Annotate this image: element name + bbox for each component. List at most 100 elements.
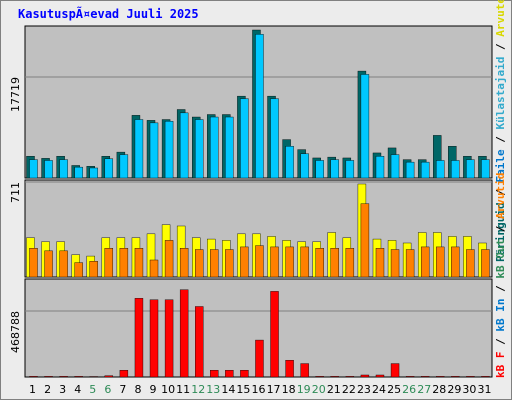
bar-top-b [420, 161, 430, 179]
bar-bottom-b [451, 376, 460, 378]
x-tick-label: 4 [74, 383, 81, 396]
bar-top-b [481, 159, 490, 179]
bar-middle-b [285, 246, 294, 278]
bar-bottom-b [481, 376, 490, 378]
x-tick-label: 2 [44, 383, 51, 396]
bar-top-b [210, 116, 219, 179]
bar-middle-b [255, 245, 264, 278]
bar-top-b [74, 166, 83, 179]
x-tick-label: 3 [59, 383, 66, 396]
bar-bottom-b [104, 375, 114, 378]
bar-top-b [134, 119, 144, 179]
bar-middle-b [225, 249, 234, 278]
bar-bottom-b [390, 363, 400, 378]
bar-bottom-b [315, 376, 324, 378]
bar-top-b [44, 160, 53, 179]
bar-top-b [240, 98, 249, 179]
x-tick-label: 28 [432, 383, 446, 396]
x-tick-label: 21 [327, 383, 341, 396]
x-tick-label: 11 [176, 383, 190, 396]
bar-middle-b [119, 248, 129, 278]
y-tick-label-middle: 711 [9, 182, 22, 203]
bar-bottom-b [420, 376, 430, 378]
x-tick-label: 14 [221, 383, 235, 396]
bar-top-b [179, 112, 189, 179]
x-tick-label: 16 [252, 383, 266, 396]
bar-middle-b [210, 249, 219, 278]
bar-middle-b [164, 240, 174, 278]
bar-middle-b [89, 261, 98, 278]
x-tick-label: 10 [161, 383, 175, 396]
bar-top-b [225, 116, 234, 179]
x-tick-label: 30 [462, 383, 476, 396]
bar-top-b [59, 159, 68, 179]
x-tick-label: 1 [29, 383, 36, 396]
bar-middle-b [315, 248, 324, 278]
bar-bottom-b [345, 376, 355, 378]
bar-top-b [164, 121, 174, 179]
x-tick-label: 31 [477, 383, 491, 396]
bar-top-b [330, 159, 339, 179]
bar-middle-b [375, 248, 385, 278]
bar-bottom-b [195, 306, 204, 378]
bar-middle-b [451, 246, 460, 278]
bar-middle-b [466, 249, 475, 278]
bar-middle-b [270, 246, 279, 278]
x-tick-label: 20 [312, 383, 326, 396]
y-tick-label-bottom: 468788 [9, 311, 22, 353]
bar-bottom-b [74, 376, 83, 378]
bar-bottom-b [405, 376, 415, 378]
x-tick-label: 5 [89, 383, 96, 396]
x-tick-label: 8 [134, 383, 141, 396]
bar-middle-b [345, 248, 355, 278]
bar-top-b [375, 156, 385, 179]
bar-bottom-b [285, 360, 294, 378]
x-tick-label: 7 [119, 383, 126, 396]
bar-bottom-b [436, 376, 445, 378]
bar-top-b [360, 74, 370, 179]
x-tick-label: 22 [342, 383, 356, 396]
bar-bottom-b [134, 298, 144, 378]
x-tick-label: 6 [104, 383, 111, 396]
bar-top-b [466, 159, 475, 179]
x-tick-label: 19 [297, 383, 311, 396]
bar-top-b [285, 146, 294, 179]
bar-top-b [255, 34, 264, 179]
bar-bottom-b [375, 374, 385, 378]
bar-bottom-b [225, 370, 234, 378]
bar-top-b [119, 154, 129, 179]
bar-bottom-b [59, 376, 68, 378]
bar-top-b [104, 158, 114, 179]
bar-middle-b [300, 246, 309, 278]
bar-top-b [300, 153, 309, 179]
bar-bottom-b [179, 289, 189, 378]
bar-top-b [149, 122, 159, 179]
bar-middle-b [179, 248, 189, 278]
bar-middle-b [104, 248, 114, 278]
x-tick-label: 27 [417, 383, 431, 396]
x-tick-label: 12 [191, 383, 205, 396]
bar-middle-b [405, 249, 415, 278]
bar-top-b [345, 160, 355, 179]
bar-bottom-b [210, 370, 219, 378]
bar-top-b [89, 167, 98, 179]
bar-bottom-b [330, 376, 339, 378]
bar-bottom-b [119, 370, 129, 378]
x-tick-label: 29 [447, 383, 461, 396]
bar-middle-b [149, 259, 159, 278]
x-tick-label: 17 [267, 383, 281, 396]
bar-top-b [315, 160, 324, 179]
bar-middle-b [44, 250, 53, 278]
bar-bottom-b [164, 299, 174, 378]
bar-top-b [436, 160, 445, 179]
bar-middle-b [240, 246, 249, 278]
bar-top-b [195, 119, 204, 179]
chart-title: KasutuspÃ¤evad Juuli 2025 [18, 7, 199, 21]
bar-middle-b [74, 262, 83, 278]
legend-bottom: kB F / kB In / kB Out / Arvutid [494, 173, 507, 378]
bar-middle-b [436, 246, 445, 278]
bar-bottom-b [149, 299, 159, 378]
bar-middle-b [481, 249, 490, 278]
bar-middle-b [59, 250, 68, 278]
